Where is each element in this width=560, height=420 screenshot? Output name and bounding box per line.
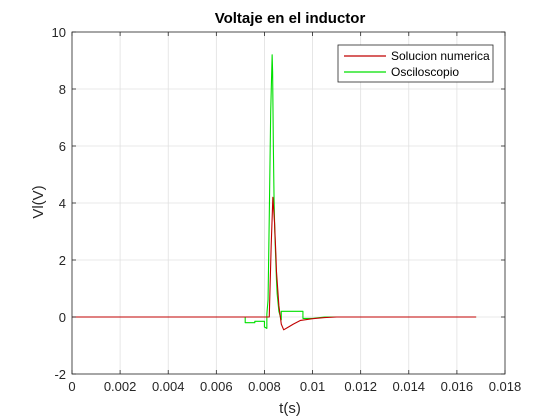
y-tick-label: 6 — [59, 139, 66, 154]
legend: Solucion numerica Osciloscopio — [337, 44, 494, 83]
x-axis-label: t(s) — [279, 400, 301, 417]
x-tick-label: 0.004 — [152, 379, 185, 394]
chart-title: Voltaje en el inductor — [215, 10, 366, 27]
y-tick-label: 4 — [59, 196, 66, 211]
x-tick-label: 0.012 — [344, 379, 377, 394]
x-tick-label: 0.006 — [200, 379, 233, 394]
axis-ticks: 0 0.002 0.004 0.006 0.008 0.01 0.012 0.014 0.016… — [52, 25, 522, 394]
y-tick-label: 0 — [59, 310, 66, 325]
legend-label-solucion-numerica: Solucion numerica — [391, 49, 490, 63]
x-tick-label: 0.002 — [104, 379, 137, 394]
y-tick-label: 8 — [59, 82, 66, 97]
legend-label-osciloscopio: Osciloscopio — [391, 65, 459, 79]
series-line-osciloscopio — [72, 54, 477, 329]
legend-box — [337, 44, 494, 83]
x-tick-label: 0.01 — [300, 379, 325, 394]
x-tick-label: 0.018 — [489, 379, 522, 394]
y-tick-label: -2 — [54, 367, 66, 382]
x-tick-label: 0.008 — [248, 379, 281, 394]
y-tick-label: 2 — [59, 253, 66, 268]
series-group — [72, 54, 477, 331]
y-axis-label: Vl(V) — [30, 185, 47, 218]
series-line-solucion-numerica — [72, 196, 477, 331]
x-tick-label: 0.016 — [441, 379, 474, 394]
x-tick-label: 0.014 — [393, 379, 426, 394]
y-tick-label: 10 — [52, 25, 66, 40]
x-tick-label: 0 — [68, 379, 75, 394]
